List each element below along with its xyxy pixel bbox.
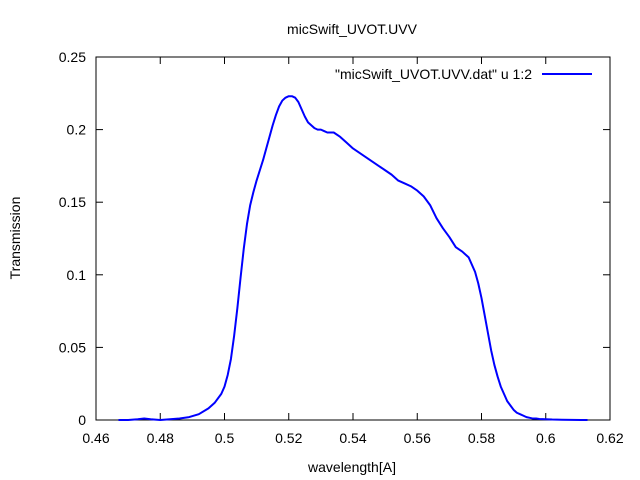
x-tick-label: 0.46 — [82, 430, 109, 446]
y-tick-label: 0.2 — [67, 122, 87, 138]
series-line — [118, 95, 588, 421]
x-tick-label: 0.48 — [147, 430, 174, 446]
x-tick-label: 0.58 — [468, 430, 495, 446]
x-tick-label: 0.5 — [215, 430, 235, 446]
y-axis-ticks: 0 0.05 0.1 0.15 0.2 0.25 — [59, 49, 610, 428]
y-axis-label: Transmission — [7, 197, 23, 280]
x-tick-label: 0.62 — [596, 430, 623, 446]
legend: "micSwift_UVOT.UVV.dat" u 1:2 — [335, 66, 592, 82]
plot-frame — [95, 56, 611, 421]
x-axis-ticks: 0.46 0.48 0.5 0.52 0.54 0.56 0.58 0.6 0.62 — [82, 57, 624, 446]
x-tick-label: 0.54 — [339, 430, 366, 446]
y-tick-label: 0 — [78, 412, 86, 428]
y-tick-label: 0.15 — [59, 194, 86, 210]
x-tick-label: 0.52 — [275, 430, 302, 446]
y-tick-label: 0.05 — [59, 339, 86, 355]
x-axis-label: wavelength[A] — [307, 459, 396, 475]
y-tick-label: 0.25 — [59, 49, 86, 65]
chart-title: micSwift_UVOT.UVV — [287, 21, 418, 37]
y-tick-label: 0.1 — [67, 267, 87, 283]
x-tick-label: 0.6 — [536, 430, 556, 446]
x-tick-label: 0.56 — [404, 430, 431, 446]
legend-label: "micSwift_UVOT.UVV.dat" u 1:2 — [335, 66, 532, 82]
series-layer — [118, 95, 588, 421]
